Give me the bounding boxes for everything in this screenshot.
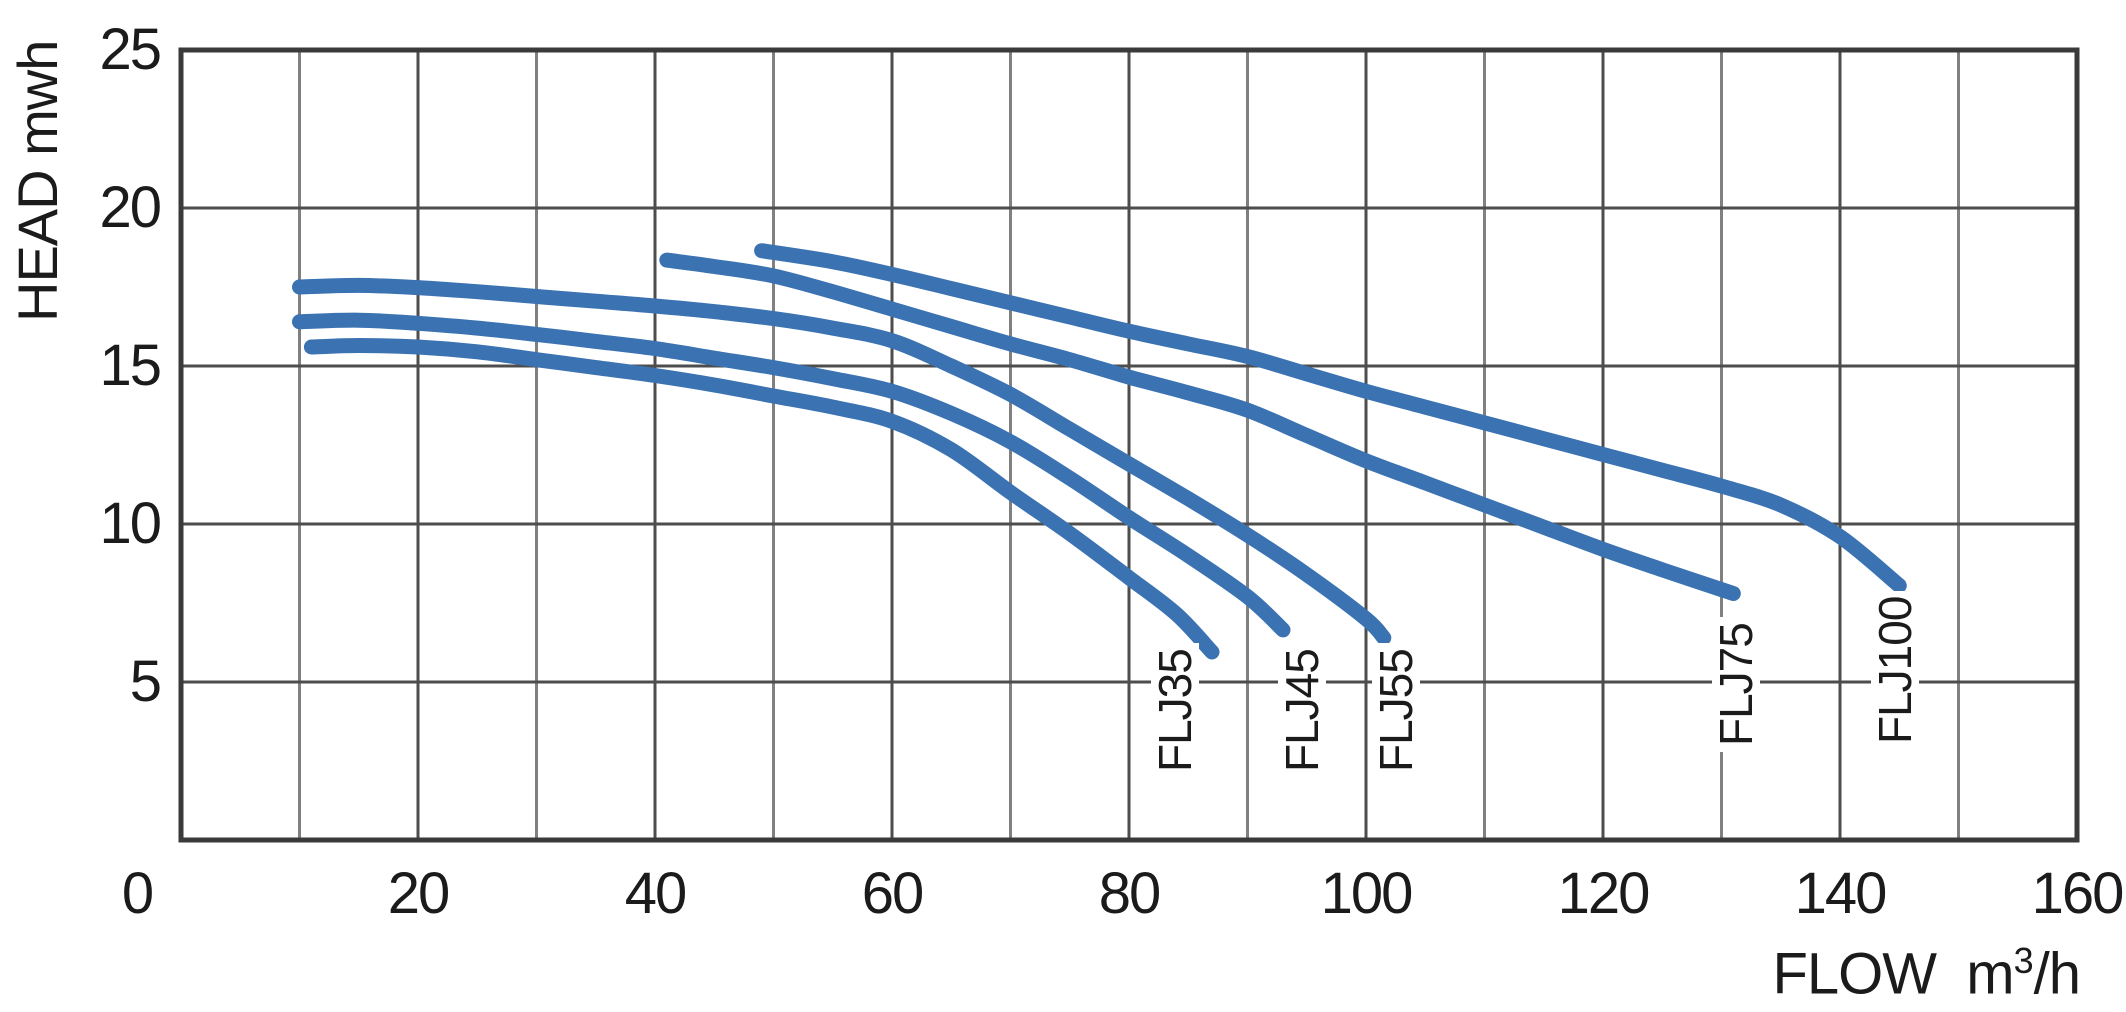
curve-label-FLJ100: FLJ100 — [1869, 590, 1921, 750]
x-tick-20: 20 — [387, 861, 451, 926]
y-tick-5: 5 — [129, 649, 162, 714]
x-tick-80: 80 — [1098, 861, 1162, 926]
curve-label-FLJ35: FLJ35 — [1149, 643, 1201, 778]
x-tick-120: 120 — [1557, 861, 1651, 926]
x-axis-title-superscript: 3 — [2013, 940, 2034, 981]
y-tick-25: 25 — [99, 17, 162, 82]
pump-curve-FLJ55 — [292, 277, 1392, 646]
pump-curve-FLJ100 — [754, 243, 1907, 594]
curve-label-FLJ55: FLJ55 — [1370, 643, 1422, 778]
y-tick-20: 20 — [99, 175, 162, 240]
plot-border — [178, 47, 2080, 843]
curve-label-FLJ45: FLJ45 — [1276, 643, 1328, 778]
x-tick-0: 0 — [121, 861, 154, 926]
x-tick-160: 160 — [2031, 861, 2125, 926]
x-tick-100: 100 — [1320, 861, 1414, 926]
x-axis-title: FLOW m3/h — [1770, 940, 2082, 1007]
x-axis-title-unit: /h — [2033, 941, 2081, 1007]
x-tick-140: 140 — [1794, 861, 1888, 926]
pump-curve-FLJ75 — [659, 252, 1741, 601]
x-axis-title-text: FLOW m — [1772, 941, 2015, 1007]
x-tick-60: 60 — [861, 861, 925, 926]
curve-label-FLJ75: FLJ75 — [1710, 617, 1762, 752]
pump-curve-FLJ45 — [292, 312, 1291, 638]
y-tick-15: 15 — [99, 333, 162, 398]
pump-curve-FLJ35 — [303, 338, 1220, 660]
y-tick-10: 10 — [99, 491, 162, 556]
x-tick-40: 40 — [624, 861, 688, 926]
